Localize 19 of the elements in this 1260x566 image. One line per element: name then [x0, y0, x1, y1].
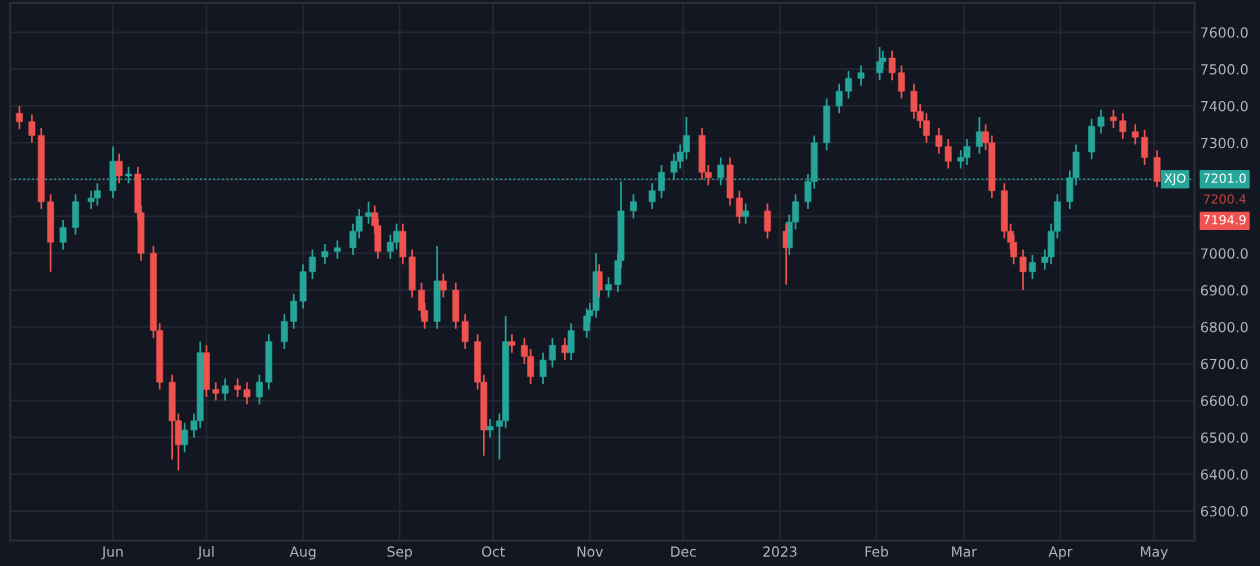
- candlestick: [59, 219, 67, 251]
- candlestick: [221, 377, 229, 402]
- candlestick: [1153, 149, 1161, 188]
- candlestick: [963, 138, 971, 166]
- candlestick: [72, 193, 79, 236]
- candlestick: [857, 64, 865, 87]
- candlestick: [1029, 254, 1036, 280]
- candlestick: [115, 152, 123, 185]
- candlestick: [742, 202, 750, 225]
- candlestick: [630, 193, 637, 220]
- candlestick: [923, 112, 930, 144]
- candlestick: [508, 333, 516, 354]
- candlestick: [87, 189, 95, 210]
- candlestick: [764, 202, 771, 240]
- candlestick: [567, 322, 575, 361]
- candlestick: [683, 116, 690, 161]
- candlestick: [321, 243, 329, 266]
- candlestick: [93, 182, 101, 207]
- candlestick: [333, 239, 341, 260]
